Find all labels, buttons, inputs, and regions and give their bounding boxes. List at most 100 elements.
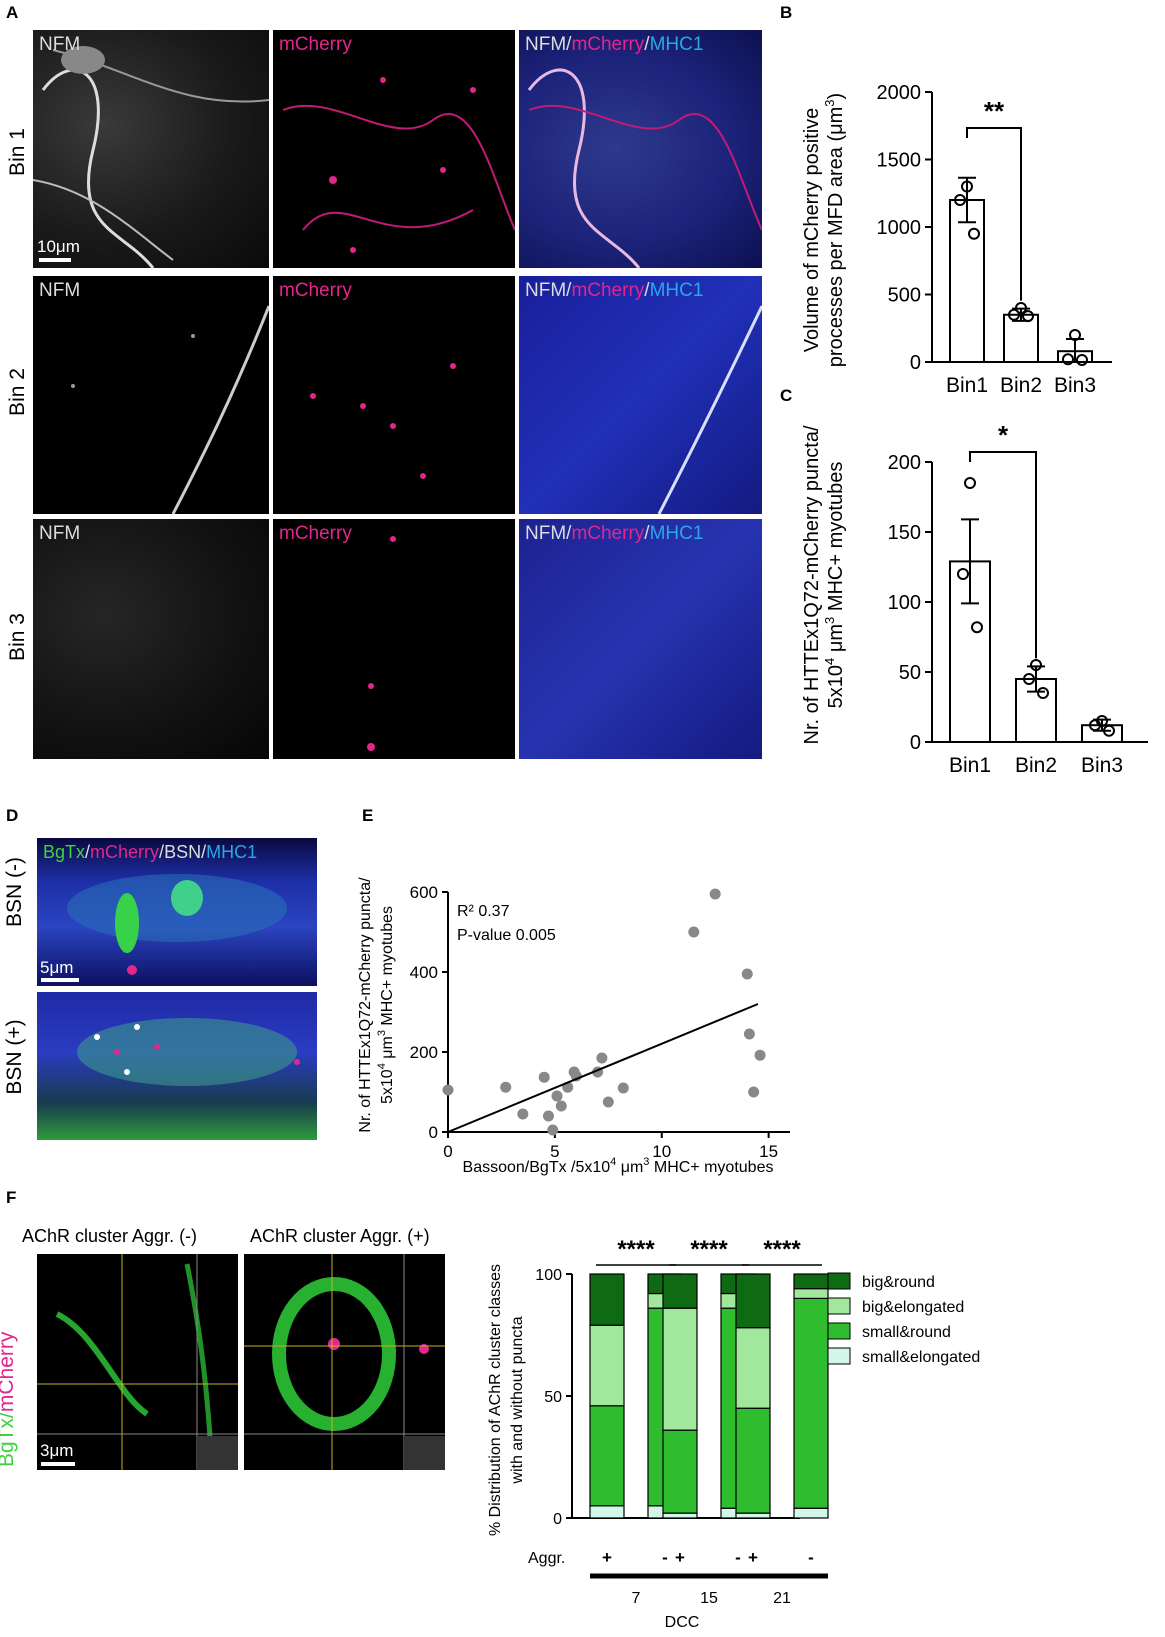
- legend-swatch: [827, 1272, 851, 1290]
- legend-swatch: [827, 1322, 851, 1340]
- y-tick-label: 1000: [877, 217, 922, 239]
- aggr-sign: +: [675, 1548, 685, 1567]
- data-point: [542, 1110, 554, 1122]
- data-point: [1076, 353, 1088, 366]
- y-tick-label: 0: [429, 1123, 438, 1142]
- data-point: [1023, 673, 1035, 685]
- chart-f: % Distribution of AChR cluster classes w…: [487, 1236, 980, 1631]
- y-tick-label: 2000: [877, 82, 922, 104]
- x-tick-label: 10: [652, 1142, 671, 1161]
- aggr-sign: -: [735, 1548, 741, 1567]
- micrograph-bin2-nfm: NFM: [33, 276, 269, 514]
- xlabel: Bassoon/BgTx /5x104 μm3 MHC+ myotubes: [463, 1156, 774, 1176]
- y-tick-label: 200: [410, 1043, 438, 1062]
- y-tick-label: 600: [410, 883, 438, 902]
- panel-d-label: D: [6, 806, 19, 825]
- row-label-bin1: Bin 1: [6, 128, 29, 176]
- significance-label: ****: [617, 1236, 655, 1263]
- data-point: [547, 1124, 559, 1136]
- data-point: [1089, 719, 1101, 732]
- micrograph-bin1-nfm: NFM 10μm: [33, 30, 269, 268]
- channel-merge-label: NFM/mCherry/MHC1: [525, 34, 704, 55]
- x-tick-label: Bin2: [1000, 374, 1042, 397]
- ylabel: % Distribution of AChR cluster classes: [487, 1264, 504, 1536]
- significance-label: *: [998, 420, 1009, 450]
- stacked-bar-segment: [793, 1297, 829, 1509]
- stacked-bar-segment: [735, 1512, 771, 1519]
- aggr-label: Aggr.: [528, 1550, 565, 1567]
- panel-e-label: E: [362, 806, 374, 825]
- stacked-bar-segment: [589, 1405, 625, 1507]
- legend-swatch: [827, 1347, 851, 1365]
- significance-label: **: [984, 96, 1005, 126]
- micrograph-achr-neg: 3μm: [37, 1254, 238, 1470]
- x-tick-label: Bin3: [1054, 374, 1096, 397]
- fit-line: [447, 1003, 759, 1133]
- pvalue-text: P-value 0.005: [457, 927, 556, 944]
- y-tick-label: 100: [888, 592, 921, 614]
- channel-merge-label: BgTx/mCherry/BSN/MHC1: [43, 842, 258, 862]
- data-point: [961, 180, 973, 193]
- xlabel: DCC: [665, 1614, 700, 1631]
- y-tick-label: 400: [410, 963, 438, 982]
- legend-label: big&elongated: [862, 1299, 964, 1316]
- legend-label: big&round: [862, 1274, 935, 1291]
- data-point: [602, 1096, 614, 1108]
- data-point: [1062, 353, 1074, 366]
- data-point: [954, 194, 966, 206]
- x-tick-label: Bin3: [1081, 754, 1123, 777]
- bar: [1003, 313, 1039, 363]
- data-point: [500, 1081, 512, 1093]
- micrograph-bin2-mcherry: mCherry: [273, 276, 515, 514]
- r2-text: R² 0.37: [457, 903, 510, 920]
- row-label-bsn-pos: BSN (+): [3, 1019, 26, 1095]
- stacked-bar-segment: [735, 1407, 771, 1514]
- data-point: [688, 926, 700, 938]
- channel-mcherry: mCherry: [279, 34, 352, 55]
- legend-swatch: [827, 1297, 851, 1315]
- micrograph-bsn-pos: [37, 992, 317, 1140]
- ylabel-2: 5x104 μm3 MHC+ myotubes: [376, 906, 396, 1104]
- y-tick-label: 500: [888, 285, 921, 307]
- significance-bracket: [966, 127, 1022, 301]
- chart-b: Volume of mCherry positive processes per…: [801, 82, 1112, 397]
- data-point: [1030, 659, 1042, 671]
- data-point: [748, 1086, 760, 1098]
- row-label-bsn-neg: BSN (-): [3, 857, 26, 927]
- panel-f-label: F: [6, 1188, 17, 1207]
- stacked-bar-segment: [589, 1273, 625, 1326]
- micrograph-bin3-mcherry: mCherry: [273, 519, 515, 759]
- stacked-bar-segment: [662, 1429, 698, 1514]
- y-tick-label: 200: [888, 452, 921, 474]
- chart-c: Nr. of HTTEx1Q72-mCherry puncta/ 5x104 μ…: [801, 420, 1148, 777]
- x-tick-label: Bin1: [946, 374, 988, 397]
- scale-bar-label: 3μm: [40, 1441, 74, 1460]
- chart-e: Nr. of HTTEx1Q72-mCherry puncta/ 5x104 μ…: [357, 877, 790, 1176]
- legend-label: small&elongated: [862, 1349, 980, 1366]
- panel-a-label: A: [6, 3, 19, 22]
- data-point: [517, 1108, 529, 1120]
- channel-mcherry: mCherry: [279, 523, 352, 544]
- data-point: [754, 1049, 766, 1061]
- micrograph-bin3-merge: NFM/mCherry/MHC1: [519, 519, 762, 759]
- row-label-bin3: Bin 3: [6, 613, 29, 661]
- stacked-bar-segment: [735, 1273, 771, 1329]
- data-point: [1022, 310, 1034, 323]
- img-title-neg: AChR cluster Aggr. (-): [22, 1226, 198, 1246]
- stacked-bar-segment: [793, 1288, 829, 1299]
- significance-label: ****: [690, 1236, 728, 1263]
- group-label: 15: [700, 1590, 718, 1607]
- ylabel: Volume of mCherry positive: [801, 108, 823, 353]
- x-tick-label: 0: [443, 1142, 452, 1161]
- x-tick-label: 15: [759, 1142, 778, 1161]
- data-point: [538, 1071, 550, 1083]
- stacked-bar-segment: [735, 1327, 771, 1409]
- aggr-sign: +: [748, 1548, 758, 1567]
- data-point: [743, 1028, 755, 1040]
- y-tick-label: 50: [544, 1389, 562, 1406]
- ylabel: Nr. of HTTEx1Q72-mCherry puncta/: [357, 877, 374, 1133]
- data-point: [555, 1100, 567, 1112]
- channel-nfm: NFM: [39, 34, 81, 55]
- data-point: [1008, 308, 1020, 321]
- stacked-bar-segment: [662, 1512, 698, 1519]
